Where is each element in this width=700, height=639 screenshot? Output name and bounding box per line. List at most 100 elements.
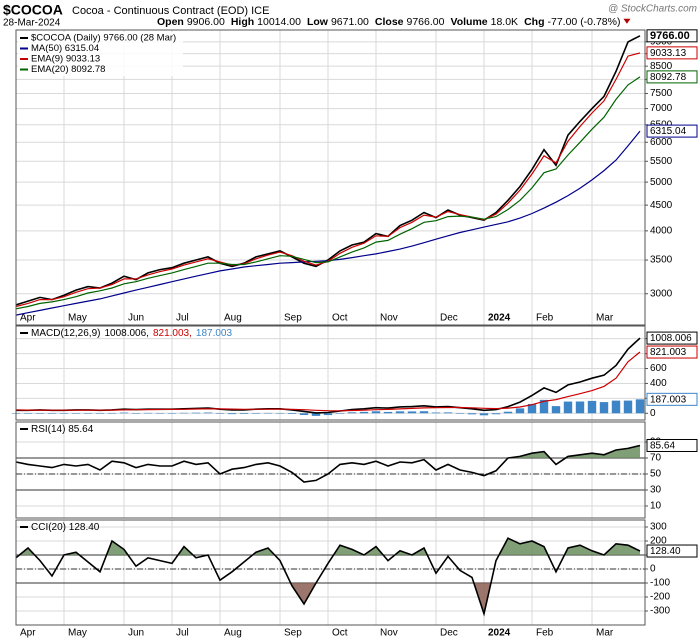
histogram-bar xyxy=(299,413,309,416)
legend-label: 1008.006, xyxy=(104,328,149,339)
legend-label: CCI(20) 128.40 xyxy=(31,522,100,533)
histogram-bar xyxy=(227,413,237,415)
quote-label: Low xyxy=(307,16,329,28)
quote-value: 9906.00 xyxy=(187,16,225,28)
quote-label: Volume xyxy=(450,16,487,28)
histogram-bar xyxy=(143,412,153,414)
histogram-bar xyxy=(275,412,285,414)
y-tick-label: 0 xyxy=(650,408,656,419)
histogram-bar xyxy=(203,412,213,414)
chart-title: $COCOA xyxy=(3,2,63,18)
x-tick-label: 2024 xyxy=(488,628,511,639)
x-tick-label: Jul xyxy=(176,313,189,324)
quote-value: -77.00 (-0.78%) xyxy=(548,16,621,28)
histogram-bar xyxy=(371,411,381,414)
last-value-box xyxy=(646,544,698,558)
y-tick-label: 3000 xyxy=(650,288,673,299)
histogram-bar xyxy=(587,400,597,414)
y-tick-label: 4000 xyxy=(650,226,673,237)
last-value-label: 9766.00 xyxy=(650,30,690,42)
quote-value: 9766.00 xyxy=(407,16,445,28)
y-tick-label: 30 xyxy=(650,485,662,496)
histogram-bar xyxy=(515,408,525,414)
x-tick-label: Feb xyxy=(536,313,554,324)
quote-value: 10014.00 xyxy=(257,16,301,28)
last-value-box xyxy=(646,392,698,406)
legend: RSI(14) 85.64 xyxy=(31,424,94,435)
histogram-bar xyxy=(215,413,225,414)
x-tick-label: Apr xyxy=(20,313,36,324)
last-value-label: 9033.13 xyxy=(650,48,687,59)
histogram-bar xyxy=(335,413,345,414)
y-tick-label: 200 xyxy=(650,536,667,547)
panel-frame xyxy=(15,421,646,519)
histogram-bar xyxy=(575,401,585,414)
chart-subtitle: Cocoa - Continuous Contract (EOD) ICE xyxy=(72,5,269,17)
x-tick-label: May xyxy=(68,628,87,639)
x-tick-label: Mar xyxy=(596,628,614,639)
panel-background xyxy=(16,422,645,518)
x-tick-label: Aug xyxy=(224,628,242,639)
last-value-label: 1008.006 xyxy=(650,333,692,344)
x-tick-label: Aug xyxy=(224,313,242,324)
histogram-bar xyxy=(155,412,165,414)
histogram-bar xyxy=(239,413,249,414)
histogram-bar xyxy=(563,401,573,414)
y-tick-label: 300 xyxy=(650,522,667,533)
threshold-fill xyxy=(16,583,640,614)
histogram-bar xyxy=(251,413,261,414)
histogram-bar xyxy=(167,413,177,414)
histogram-bar xyxy=(83,413,93,414)
last-value-label: 128.40 xyxy=(650,546,681,557)
x-tick-label: Sep xyxy=(284,628,302,639)
x-tick-label: Jun xyxy=(128,313,144,324)
threshold-fill xyxy=(16,445,640,458)
histogram-bar xyxy=(311,413,321,416)
panel-background xyxy=(16,520,645,625)
last-value-label: 821.003 xyxy=(650,347,687,358)
y-tick-label: 4500 xyxy=(650,200,673,211)
legend-title: MACD(12,26,9) xyxy=(31,328,100,339)
last-value-label: 8092.78 xyxy=(650,72,687,83)
histogram-bar xyxy=(131,413,141,414)
y-tick-label: 8500 xyxy=(650,61,673,72)
histogram-bar xyxy=(599,402,609,414)
x-tick-label: Nov xyxy=(380,628,398,639)
legend: CCI(20) 128.40 xyxy=(31,522,100,533)
histogram-bar xyxy=(539,399,549,414)
x-tick-label: Feb xyxy=(536,628,554,639)
histogram-bar xyxy=(383,411,393,414)
histogram-bar xyxy=(419,411,429,414)
legend-label: MA(50) 6315.04 xyxy=(31,43,99,54)
histogram-bar xyxy=(71,413,81,414)
histogram-bar xyxy=(623,400,633,414)
quote-label: High xyxy=(231,16,254,28)
histogram-bar xyxy=(479,413,489,416)
y-tick-label: 3500 xyxy=(650,255,673,266)
histogram-bar xyxy=(119,412,129,414)
y-tick-label: 70 xyxy=(650,453,662,464)
last-value-label: 6315.04 xyxy=(650,126,687,137)
x-tick-label: Jun xyxy=(128,628,144,639)
histogram-bar xyxy=(287,413,297,414)
histogram-bar xyxy=(491,413,501,415)
histogram-bar xyxy=(503,411,513,414)
y-tick-label: 600 xyxy=(650,363,667,374)
y-tick-label: -300 xyxy=(650,606,670,617)
x-tick-label: Nov xyxy=(380,313,398,324)
last-value-box xyxy=(646,29,698,43)
y-tick-label: 0 xyxy=(650,564,656,575)
y-tick-label: 5000 xyxy=(650,177,673,188)
quote-value: 9671.00 xyxy=(331,16,369,28)
histogram-bar xyxy=(347,412,357,414)
legend-label: 187.003 xyxy=(196,328,233,339)
last-value-box xyxy=(646,345,698,359)
chart-date: 28-Mar-2024 xyxy=(3,18,61,29)
histogram-bar xyxy=(527,403,537,414)
histogram-bar xyxy=(47,413,57,414)
x-tick-label: Apr xyxy=(20,628,36,639)
x-tick-label: Oct xyxy=(332,628,348,639)
x-tick-label: Dec xyxy=(440,628,458,639)
legend-label: EMA(9) 9033.13 xyxy=(31,54,100,65)
